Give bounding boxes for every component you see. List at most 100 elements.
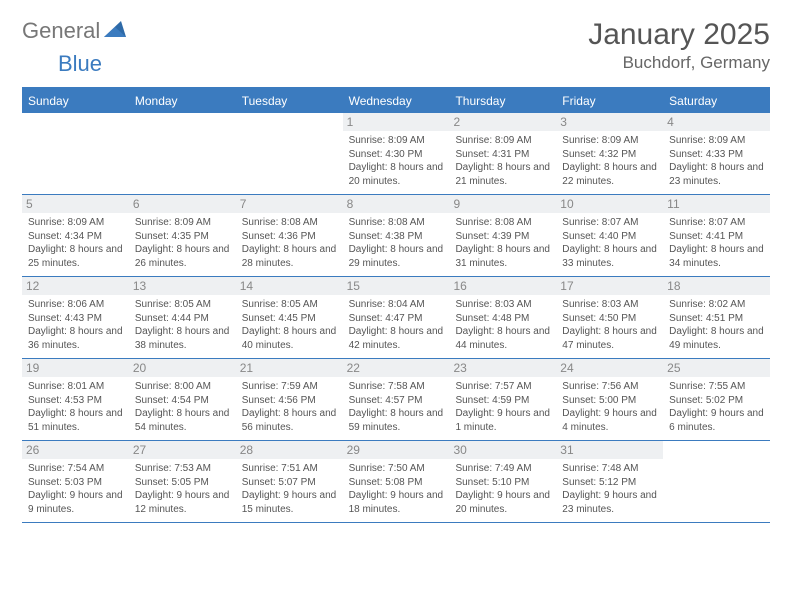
day-sun-info: Sunrise: 7:48 AMSunset: 5:12 PMDaylight:…	[562, 462, 657, 516]
month-title: January 2025	[588, 18, 770, 51]
day-number: 2	[449, 113, 556, 131]
weekday-header: Friday	[556, 89, 663, 113]
title-block: January 2025 Buchdorf, Germany	[588, 18, 770, 73]
day-sun-info: Sunrise: 7:57 AMSunset: 4:59 PMDaylight:…	[455, 380, 550, 434]
day-number: 24	[556, 359, 663, 377]
day-sun-info: Sunrise: 7:53 AMSunset: 5:05 PMDaylight:…	[135, 462, 230, 516]
calendar-day-cell: 1Sunrise: 8:09 AMSunset: 4:30 PMDaylight…	[343, 113, 450, 194]
calendar-day-cell: 20 Sunrise: 8:00 AMSunset: 4:54 PMDayligh…	[129, 359, 236, 440]
day-number: 14	[236, 277, 343, 295]
day-sun-info: Sunrise: 8:08 AMSunset: 4:39 PMDaylight:…	[455, 216, 550, 270]
weekday-header: Monday	[129, 89, 236, 113]
day-number: 1	[343, 113, 450, 131]
calendar-day-cell: 25 Sunrise: 7:55 AMSunset: 5:02 PMDayligh…	[663, 359, 770, 440]
calendar-day-cell: 3 Sunrise: 8:09 AMSunset: 4:32 PMDaylight…	[556, 113, 663, 194]
calendar-day-cell: 31Sunrise: 7:48 AMSunset: 5:12 PMDayligh…	[556, 441, 663, 522]
day-number: 13	[129, 277, 236, 295]
calendar-week: 1Sunrise: 8:09 AMSunset: 4:30 PMDaylight…	[22, 113, 770, 195]
day-sun-info: Sunrise: 8:09 AMSunset: 4:31 PMDaylight:…	[455, 134, 550, 188]
day-sun-info: Sunrise: 8:05 AMSunset: 4:44 PMDaylight:…	[135, 298, 230, 352]
day-number: 20	[129, 359, 236, 377]
day-number: 17	[556, 277, 663, 295]
day-sun-info: Sunrise: 7:51 AMSunset: 5:07 PMDaylight:…	[242, 462, 337, 516]
calendar-day-cell: 9 Sunrise: 8:08 AMSunset: 4:39 PMDaylight…	[449, 195, 556, 276]
weekday-header: Wednesday	[343, 89, 450, 113]
day-sun-info: Sunrise: 7:58 AMSunset: 4:57 PMDaylight:…	[349, 380, 444, 434]
calendar-day-cell	[129, 113, 236, 194]
calendar-day-cell: 24Sunrise: 7:56 AMSunset: 5:00 PMDayligh…	[556, 359, 663, 440]
calendar-day-cell: 8Sunrise: 8:08 AMSunset: 4:38 PMDaylight…	[343, 195, 450, 276]
day-number: 11	[663, 195, 770, 213]
calendar-day-cell	[663, 441, 770, 522]
day-number: 3	[556, 113, 663, 131]
calendar-day-cell: 19 Sunrise: 8:01 AMSunset: 4:53 PMDayligh…	[22, 359, 129, 440]
calendar-day-cell: 18 Sunrise: 8:02 AMSunset: 4:51 PMDayligh…	[663, 277, 770, 358]
calendar-day-cell: 15 Sunrise: 8:04 AMSunset: 4:47 PMDayligh…	[343, 277, 450, 358]
weekday-header: Tuesday	[236, 89, 343, 113]
day-sun-info: Sunrise: 7:49 AMSunset: 5:10 PMDaylight:…	[455, 462, 550, 516]
day-number: 18	[663, 277, 770, 295]
brand-part1: General	[22, 18, 100, 44]
day-sun-info: Sunrise: 8:09 AMSunset: 4:34 PMDaylight:…	[28, 216, 123, 270]
day-number: 27	[129, 441, 236, 459]
calendar-day-cell	[236, 113, 343, 194]
calendar-day-cell: 2 Sunrise: 8:09 AMSunset: 4:31 PMDaylight…	[449, 113, 556, 194]
weekday-header: Thursday	[449, 89, 556, 113]
day-number: 6	[129, 195, 236, 213]
day-number: 26	[22, 441, 129, 459]
day-sun-info: Sunrise: 8:07 AMSunset: 4:41 PMDaylight:…	[669, 216, 764, 270]
calendar-day-cell: 17 Sunrise: 8:03 AMSunset: 4:50 PMDayligh…	[556, 277, 663, 358]
day-number: 12	[22, 277, 129, 295]
calendar-day-cell: 13 Sunrise: 8:05 AMSunset: 4:44 PMDayligh…	[129, 277, 236, 358]
day-sun-info: Sunrise: 8:03 AMSunset: 4:48 PMDaylight:…	[455, 298, 550, 352]
calendar-week: 5Sunrise: 8:09 AMSunset: 4:34 PMDaylight…	[22, 195, 770, 277]
calendar-day-cell: 30Sunrise: 7:49 AMSunset: 5:10 PMDayligh…	[449, 441, 556, 522]
day-number: 9	[449, 195, 556, 213]
day-sun-info: Sunrise: 8:04 AMSunset: 4:47 PMDaylight:…	[349, 298, 444, 352]
day-sun-info: Sunrise: 8:05 AMSunset: 4:45 PMDaylight:…	[242, 298, 337, 352]
day-number: 29	[343, 441, 450, 459]
day-sun-info: Sunrise: 8:00 AMSunset: 4:54 PMDaylight:…	[135, 380, 230, 434]
calendar-day-cell: 28Sunrise: 7:51 AMSunset: 5:07 PMDayligh…	[236, 441, 343, 522]
weekday-header-row: SundayMondayTuesdayWednesdayThursdayFrid…	[22, 89, 770, 113]
brand-logo: General	[22, 18, 128, 44]
day-sun-info: Sunrise: 7:55 AMSunset: 5:02 PMDaylight:…	[669, 380, 764, 434]
day-sun-info: Sunrise: 8:01 AMSunset: 4:53 PMDaylight:…	[28, 380, 123, 434]
calendar-week: 26Sunrise: 7:54 AMSunset: 5:03 PMDayligh…	[22, 441, 770, 523]
day-sun-info: Sunrise: 7:50 AMSunset: 5:08 PMDaylight:…	[349, 462, 444, 516]
day-number: 4	[663, 113, 770, 131]
calendar-grid: SundayMondayTuesdayWednesdayThursdayFrid…	[22, 87, 770, 523]
day-sun-info: Sunrise: 8:02 AMSunset: 4:51 PMDaylight:…	[669, 298, 764, 352]
day-sun-info: Sunrise: 8:09 AMSunset: 4:33 PMDaylight:…	[669, 134, 764, 188]
day-number: 16	[449, 277, 556, 295]
day-number: 10	[556, 195, 663, 213]
weekday-header: Saturday	[663, 89, 770, 113]
weekday-header: Sunday	[22, 89, 129, 113]
day-sun-info: Sunrise: 8:07 AMSunset: 4:40 PMDaylight:…	[562, 216, 657, 270]
calendar-day-cell: 11 Sunrise: 8:07 AMSunset: 4:41 PMDayligh…	[663, 195, 770, 276]
day-number: 25	[663, 359, 770, 377]
day-sun-info: Sunrise: 8:08 AMSunset: 4:36 PMDaylight:…	[242, 216, 337, 270]
brand-triangle-icon	[104, 21, 126, 42]
calendar-week: 12 Sunrise: 8:06 AMSunset: 4:43 PMDayligh…	[22, 277, 770, 359]
calendar-day-cell: 22Sunrise: 7:58 AMSunset: 4:57 PMDayligh…	[343, 359, 450, 440]
day-number: 19	[22, 359, 129, 377]
calendar-day-cell: 4 Sunrise: 8:09 AMSunset: 4:33 PMDaylight…	[663, 113, 770, 194]
day-number: 21	[236, 359, 343, 377]
day-number: 7	[236, 195, 343, 213]
day-sun-info: Sunrise: 8:09 AMSunset: 4:35 PMDaylight:…	[135, 216, 230, 270]
calendar-day-cell: 5Sunrise: 8:09 AMSunset: 4:34 PMDaylight…	[22, 195, 129, 276]
location-label: Buchdorf, Germany	[588, 53, 770, 73]
calendar-day-cell: 6 Sunrise: 8:09 AMSunset: 4:35 PMDaylight…	[129, 195, 236, 276]
calendar-day-cell: 26Sunrise: 7:54 AMSunset: 5:03 PMDayligh…	[22, 441, 129, 522]
day-number: 15	[343, 277, 450, 295]
calendar-day-cell: 16 Sunrise: 8:03 AMSunset: 4:48 PMDayligh…	[449, 277, 556, 358]
day-sun-info: Sunrise: 8:06 AMSunset: 4:43 PMDaylight:…	[28, 298, 123, 352]
day-sun-info: Sunrise: 8:09 AMSunset: 4:32 PMDaylight:…	[562, 134, 657, 188]
calendar-day-cell: 21 Sunrise: 7:59 AMSunset: 4:56 PMDayligh…	[236, 359, 343, 440]
day-sun-info: Sunrise: 7:59 AMSunset: 4:56 PMDaylight:…	[242, 380, 337, 434]
day-sun-info: Sunrise: 8:03 AMSunset: 4:50 PMDaylight:…	[562, 298, 657, 352]
calendar-week: 19 Sunrise: 8:01 AMSunset: 4:53 PMDayligh…	[22, 359, 770, 441]
brand-part2: Blue	[58, 51, 102, 76]
calendar-day-cell: 12 Sunrise: 8:06 AMSunset: 4:43 PMDayligh…	[22, 277, 129, 358]
